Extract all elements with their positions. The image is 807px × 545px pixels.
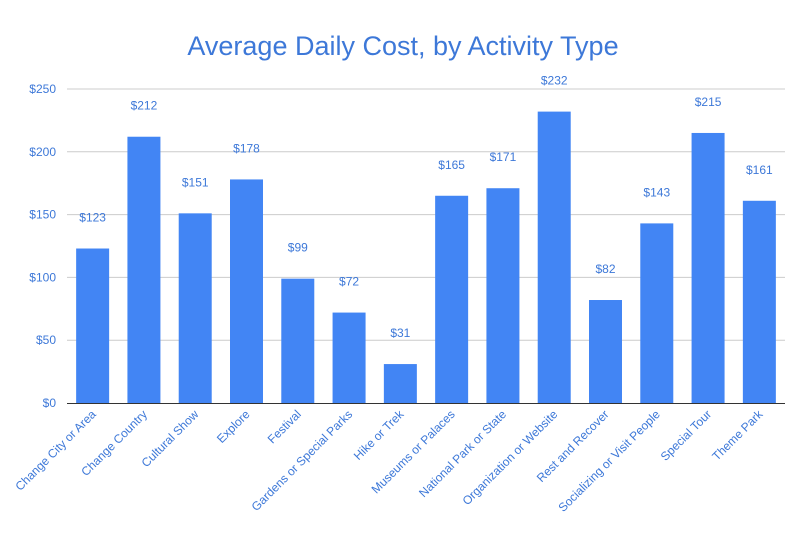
bar: [589, 300, 622, 403]
x-tick-label: Explore: [214, 407, 253, 446]
data-label: $215: [695, 95, 722, 109]
bar: [76, 248, 110, 403]
bar: [281, 278, 315, 403]
x-tick-label: Festival: [265, 407, 304, 446]
bar: [230, 179, 263, 403]
data-label: $171: [490, 150, 517, 164]
data-label: $151: [182, 175, 209, 189]
x-tick-label: Organization or Website: [460, 407, 561, 508]
data-label: $161: [746, 163, 773, 177]
x-tick-label: Hike or Trek: [351, 407, 407, 463]
x-tick-label: Change City or Area: [12, 407, 99, 494]
bar: [383, 364, 417, 403]
data-label: $165: [438, 158, 465, 172]
data-label: $72: [339, 275, 359, 289]
bar: [691, 132, 725, 403]
x-tick-label: Special Tour: [658, 407, 714, 463]
y-tick-label: $50: [36, 333, 56, 347]
bar: [742, 200, 776, 403]
data-label: $212: [131, 99, 158, 113]
bars: [76, 111, 776, 403]
x-tick-label: Socializing or Visit People: [556, 407, 664, 515]
data-label: $31: [390, 326, 410, 340]
x-tick-label: Gardens or Special Parks: [249, 407, 356, 514]
y-tick-label: $0: [43, 396, 57, 410]
bar: [332, 312, 366, 403]
data-labels: $123 $212 $151 $178 $99 $72 $31 $165 $171 $232 $82…: [79, 74, 773, 340]
bar: [537, 111, 571, 403]
y-tick-label: $150: [29, 208, 56, 222]
chart-title: Average Daily Cost, by Activity Type: [187, 31, 618, 61]
data-label: $232: [541, 74, 568, 88]
y-axis-tick-labels: $0 $50 $100 $150 $200 $250: [29, 82, 56, 410]
gridlines: [67, 88, 785, 341]
data-label: $82: [595, 262, 615, 276]
data-label: $99: [288, 241, 308, 255]
x-tick-label: National Park or State: [416, 407, 509, 500]
x-tick-label: Theme Park: [709, 407, 766, 464]
y-tick-label: $250: [29, 82, 56, 96]
data-label: $123: [79, 211, 106, 225]
data-label: $143: [643, 185, 670, 199]
bar: [178, 213, 212, 403]
bar: [435, 195, 469, 403]
y-tick-label: $200: [29, 145, 56, 159]
bar: [127, 136, 161, 403]
bar: [486, 188, 520, 403]
bar: [640, 223, 674, 403]
y-tick-label: $100: [29, 270, 56, 284]
data-label: $178: [233, 141, 260, 155]
